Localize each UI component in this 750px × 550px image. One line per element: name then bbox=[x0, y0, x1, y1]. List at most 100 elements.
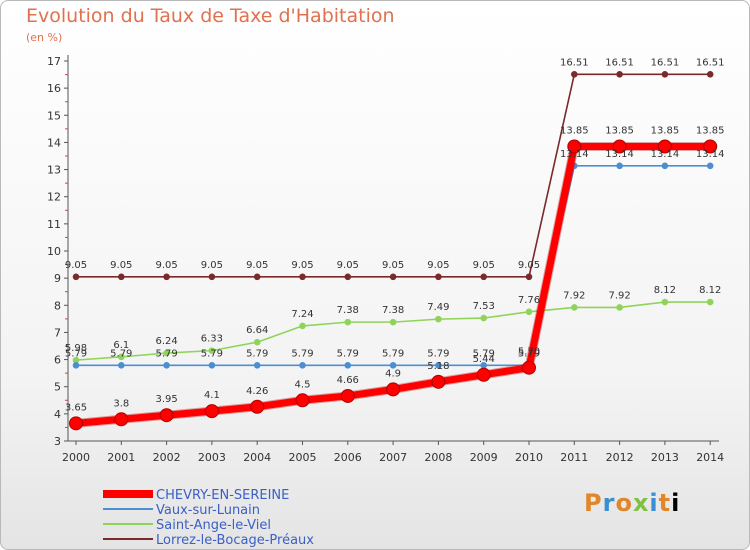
data-point bbox=[431, 374, 446, 389]
data-label: 9.05 bbox=[201, 260, 223, 271]
data-point bbox=[295, 393, 310, 408]
data-point bbox=[706, 298, 714, 306]
x-tick-label: 2009 bbox=[470, 451, 498, 464]
data-label: 16.51 bbox=[651, 57, 680, 68]
data-label: 5.70 bbox=[518, 347, 540, 358]
data-label: 7.76 bbox=[518, 295, 540, 306]
data-label: 13.14 bbox=[560, 149, 589, 160]
data-label: 9.05 bbox=[518, 260, 540, 271]
logo-letter: P bbox=[584, 489, 603, 517]
y-tick-label: 9 bbox=[54, 272, 61, 285]
y-tick-label: 12 bbox=[47, 191, 61, 204]
x-tick-label: 2010 bbox=[515, 451, 543, 464]
logo-letter: o bbox=[615, 489, 633, 517]
data-point bbox=[616, 162, 623, 170]
data-point bbox=[344, 273, 352, 281]
data-point bbox=[480, 361, 488, 369]
x-tick-label: 2013 bbox=[651, 451, 679, 464]
data-point bbox=[253, 361, 261, 369]
data-point bbox=[657, 139, 672, 154]
data-label: 5.79 bbox=[518, 348, 540, 359]
legend-label: Lorrez-le-Bocage-Préaux bbox=[156, 533, 314, 548]
data-label: 5.79 bbox=[65, 348, 87, 359]
data-label: 7.53 bbox=[473, 301, 495, 312]
data-point bbox=[389, 273, 397, 281]
data-label: 6.24 bbox=[155, 336, 177, 347]
series-0 bbox=[69, 139, 718, 431]
series-1 bbox=[72, 162, 714, 369]
data-point bbox=[703, 139, 718, 154]
data-point bbox=[480, 314, 488, 322]
data-point bbox=[159, 408, 174, 423]
data-point bbox=[661, 298, 669, 306]
series-2 bbox=[72, 298, 714, 364]
data-point bbox=[299, 273, 306, 281]
y-tick-label: 16 bbox=[47, 82, 61, 95]
y-tick-label: 11 bbox=[47, 218, 61, 231]
data-point bbox=[340, 388, 355, 403]
data-point bbox=[250, 399, 265, 414]
data-point bbox=[72, 361, 80, 369]
chart-title: Evolution du Taux de Taxe d'Habitation bbox=[26, 5, 395, 27]
data-point bbox=[253, 338, 261, 346]
data-label: 7.38 bbox=[337, 305, 359, 316]
data-label: 8.12 bbox=[654, 285, 676, 296]
y-tick-label: 13 bbox=[47, 164, 61, 177]
x-tick-label: 2006 bbox=[334, 451, 362, 464]
data-label: 4.5 bbox=[295, 379, 311, 390]
data-point bbox=[571, 71, 578, 78]
data-label: 13.85 bbox=[651, 126, 680, 137]
data-point bbox=[344, 318, 352, 326]
data-point bbox=[118, 353, 125, 361]
x-tick-label: 2000 bbox=[62, 451, 90, 464]
data-label: 13.85 bbox=[696, 126, 725, 137]
data-label: 9.05 bbox=[473, 260, 495, 271]
data-label: 5.18 bbox=[427, 361, 449, 372]
data-point bbox=[208, 361, 216, 369]
data-label: 5.44 bbox=[473, 354, 495, 365]
data-label: 13.85 bbox=[605, 126, 634, 137]
x-tick-label: 2004 bbox=[243, 451, 271, 464]
x-tick-label: 2005 bbox=[289, 451, 317, 464]
data-point bbox=[661, 162, 669, 170]
data-point bbox=[706, 162, 714, 170]
data-label: 5.79 bbox=[291, 348, 313, 359]
y-tick-label: 17 bbox=[47, 55, 61, 68]
data-label: 5.79 bbox=[246, 348, 268, 359]
data-point bbox=[118, 361, 125, 369]
data-label: 5.79 bbox=[382, 348, 404, 359]
data-point bbox=[118, 273, 125, 281]
series-3 bbox=[72, 71, 714, 281]
data-label: 4.9 bbox=[385, 368, 401, 379]
logo-letter: i bbox=[671, 489, 681, 517]
data-point bbox=[525, 273, 533, 281]
data-label: 5.79 bbox=[110, 348, 132, 359]
data-label: 3.95 bbox=[155, 394, 177, 405]
data-label: 9.05 bbox=[65, 260, 87, 271]
data-label: 4.26 bbox=[246, 386, 268, 397]
data-point bbox=[661, 71, 669, 78]
x-tick-label: 2012 bbox=[606, 451, 634, 464]
data-point bbox=[299, 322, 306, 330]
data-label: 6.1 bbox=[113, 340, 129, 351]
data-point bbox=[163, 349, 170, 357]
data-point bbox=[389, 318, 397, 326]
data-point bbox=[435, 361, 442, 369]
data-point bbox=[69, 416, 83, 431]
data-point bbox=[208, 273, 216, 281]
data-point bbox=[522, 360, 536, 375]
data-label: 9.05 bbox=[427, 260, 449, 271]
data-point bbox=[72, 356, 80, 364]
logo-letter: t bbox=[658, 489, 672, 517]
data-label: 9.05 bbox=[337, 260, 359, 271]
data-label: 5.79 bbox=[155, 348, 177, 359]
data-label: 7.92 bbox=[563, 290, 585, 301]
y-tick-label: 5 bbox=[54, 381, 61, 394]
x-tick-label: 2011 bbox=[560, 451, 588, 464]
data-label: 8.12 bbox=[699, 285, 721, 296]
data-point bbox=[706, 71, 714, 78]
data-label: 6.64 bbox=[246, 325, 268, 336]
y-tick-label: 4 bbox=[54, 408, 61, 421]
x-tick-label: 2008 bbox=[424, 451, 452, 464]
